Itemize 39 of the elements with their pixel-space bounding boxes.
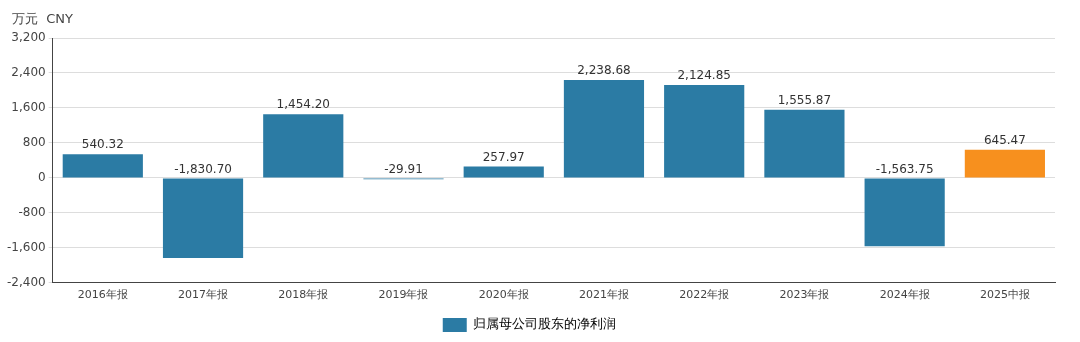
bar <box>463 166 544 178</box>
data-label: 1,454.20 <box>276 97 330 112</box>
x-tick-label: 2021年报 <box>578 288 629 302</box>
data-label: 1,555.87 <box>777 93 832 107</box>
bar <box>664 85 745 178</box>
y-tick-label: -1,600 <box>7 239 46 254</box>
y-tick-label: 800 <box>22 135 46 150</box>
legend-label: 归属母公司股东的净利润 <box>473 316 617 332</box>
data-label: 2,124.85 <box>677 68 731 83</box>
data-label: 257.97 <box>482 149 525 164</box>
x-tick-label: 2025中报 <box>979 288 1030 302</box>
x-tick-label: 2019年报 <box>378 288 429 302</box>
data-label: -29.91 <box>384 161 423 176</box>
data-label: 540.32 <box>81 137 124 152</box>
data-label: 645.47 <box>983 132 1026 147</box>
y-tick-label: -2,400 <box>7 274 46 289</box>
bar <box>263 114 344 178</box>
y-tick-label: 3,200 <box>11 30 46 45</box>
data-label: 2,238.68 <box>577 63 631 78</box>
x-tick-label: 2016年报 <box>77 288 128 302</box>
y-tick-label: 0 <box>38 170 46 185</box>
x-tick-label: 2017年报 <box>178 288 229 302</box>
data-label: -1,563.75 <box>875 161 934 176</box>
x-tick-label: 2020年报 <box>478 288 529 302</box>
bar <box>764 109 845 178</box>
y-axis-title: 万元 CNY <box>12 11 74 27</box>
bar <box>964 149 1045 178</box>
data-label: -1,830.70 <box>174 161 232 176</box>
bar <box>864 178 945 247</box>
bar <box>162 178 244 258</box>
x-tick-label: 2022年报 <box>679 288 730 302</box>
bar <box>62 154 143 178</box>
y-tick-label: -800 <box>18 204 46 219</box>
y-tick-label: 1,600 <box>11 100 46 115</box>
x-tick-label: 2023年报 <box>779 288 830 302</box>
bar <box>563 80 645 178</box>
x-tick-label: 2024年报 <box>879 288 930 302</box>
x-tick-label: 2018年报 <box>278 288 329 302</box>
y-tick-label: 2,400 <box>11 65 46 80</box>
